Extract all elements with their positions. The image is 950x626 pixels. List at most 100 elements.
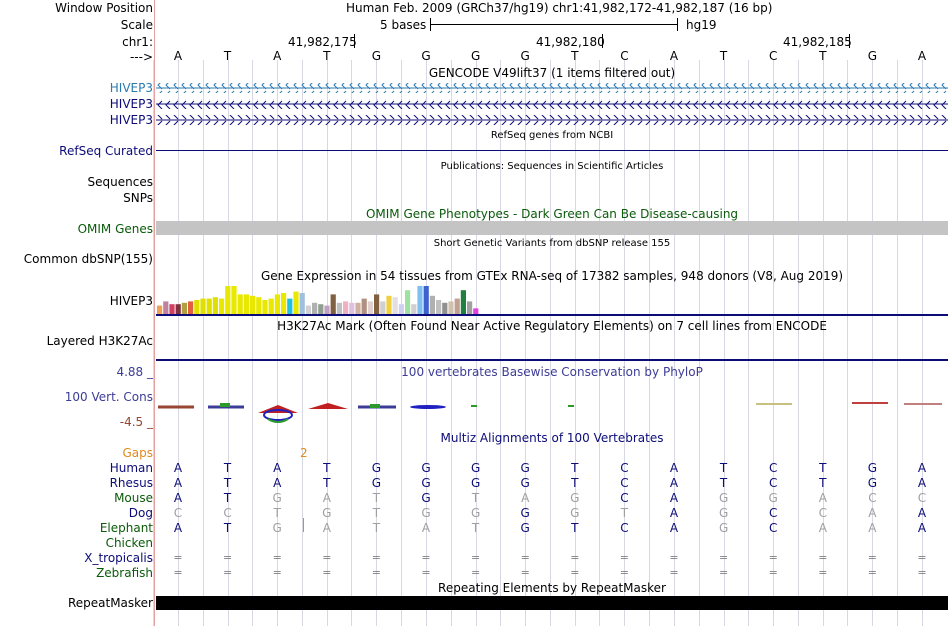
multiz-base: T xyxy=(620,506,629,520)
phylop-track-title[interactable]: 100 vertebrates Basewise Conservation by… xyxy=(401,365,703,379)
multiz-base: A xyxy=(173,521,183,535)
scale-label: Scale xyxy=(120,18,153,32)
multiz-base: T xyxy=(372,491,381,505)
multiz-track-title[interactable]: Multiz Alignments of 100 Vertebrates xyxy=(440,431,664,445)
multiz-base: = xyxy=(421,566,431,579)
multiz-base: T xyxy=(471,491,480,505)
multiz-species-label[interactable]: Elephant xyxy=(99,521,153,535)
repeatmasker-element-bar[interactable] xyxy=(156,596,948,610)
gtex-tissue-bar xyxy=(467,301,473,314)
multiz-base: G xyxy=(371,476,382,490)
multiz-base: T xyxy=(372,521,381,535)
multiz-base: A xyxy=(917,521,927,535)
base-letter: C xyxy=(768,49,778,63)
multiz-base: T xyxy=(719,461,728,475)
multiz-base: G xyxy=(470,506,481,520)
gtex-expression-bars[interactable] xyxy=(156,284,948,316)
gencode-transcripts[interactable] xyxy=(156,80,948,128)
phylop-marks xyxy=(158,402,942,423)
publications-track-title[interactable]: Publications: Sequences in Scientific Ar… xyxy=(440,161,664,172)
multiz-species-label[interactable]: Zebrafish xyxy=(96,566,153,580)
multiz-base: T xyxy=(223,521,232,535)
multiz-species-label[interactable]: Dog xyxy=(128,506,153,520)
gtex-label[interactable]: HIVEP3 xyxy=(109,294,153,308)
gencode-transcript-1[interactable] xyxy=(156,83,948,93)
base-letter: A xyxy=(173,49,183,63)
scale-bar-tick-left xyxy=(430,18,431,31)
multiz-insertion-marker xyxy=(303,518,304,532)
gtex-tissue-bar xyxy=(442,302,448,314)
multiz-base: = xyxy=(470,551,481,564)
base-letter: T xyxy=(223,49,232,63)
gencode-row-3-label[interactable]: HIVEP3 xyxy=(109,113,153,127)
gtex-tissue-bar xyxy=(367,301,373,314)
base-letter: T xyxy=(719,49,728,63)
gtex-tissue-bar xyxy=(386,295,392,314)
gtex-tissue-bar xyxy=(237,294,243,314)
gtex-tissue-bar xyxy=(293,291,299,314)
dbsnp-label[interactable]: Common dbSNP(155) xyxy=(23,252,153,266)
gencode-transcript-3[interactable] xyxy=(156,115,948,125)
gtex-tissue-bar xyxy=(349,302,355,314)
multiz-species-label[interactable]: Rhesus xyxy=(109,476,153,490)
multiz-base: A xyxy=(917,506,927,520)
multiz-species-label[interactable]: Human xyxy=(109,461,153,475)
multiz-base: G xyxy=(718,491,729,505)
multiz-base: = xyxy=(867,551,877,564)
multiz-base: G xyxy=(867,476,878,490)
multiz-base: G xyxy=(520,506,530,520)
publications-snps-label[interactable]: SNPs xyxy=(123,191,153,205)
repeatmasker-track-title[interactable]: Repeating Elements by RepeatMasker xyxy=(438,581,666,595)
refseq-label[interactable]: RefSeq Curated xyxy=(59,144,153,158)
multiz-base: G xyxy=(570,491,580,505)
pos-tick-1: 41,982,175 xyxy=(288,35,357,49)
publications-sequences-label[interactable]: Sequences xyxy=(87,175,153,189)
gencode-row-2-label[interactable]: HIVEP3 xyxy=(109,97,153,111)
multiz-species-label[interactable]: Chicken xyxy=(105,536,153,550)
multiz-base: C xyxy=(768,521,778,535)
gencode-track-title[interactable]: GENCODE V49lift37 (1 items filtered out) xyxy=(428,66,676,80)
omim-gene-bar[interactable] xyxy=(156,221,948,235)
multiz-base: = xyxy=(173,551,183,564)
base-letter: A xyxy=(917,49,927,63)
gencode-transcript-2[interactable] xyxy=(156,99,948,109)
multiz-base: A xyxy=(173,491,183,505)
strand-label: ---> xyxy=(129,50,153,64)
multiz-base: A xyxy=(322,521,331,535)
multiz-base: = xyxy=(619,551,629,564)
multiz-species-label[interactable]: Mouse xyxy=(114,491,153,505)
multiz-base: = xyxy=(768,566,778,579)
h3k27ac-track-title[interactable]: H3K27Ac Mark (Often Found Near Active Re… xyxy=(277,319,827,333)
multiz-base: = xyxy=(520,551,530,564)
dbsnp-track-title[interactable]: Short Genetic Variants from dbSNP releas… xyxy=(433,238,671,249)
h3k27ac-baseline xyxy=(156,359,948,361)
multiz-base: A xyxy=(173,461,183,475)
omim-label[interactable]: OMIM Genes xyxy=(77,222,153,236)
refseq-gene-line[interactable] xyxy=(156,150,948,151)
refseq-track-title[interactable]: RefSeq genes from NCBI xyxy=(490,130,614,141)
multiz-base: G xyxy=(520,521,530,535)
multiz-base: T xyxy=(223,491,232,505)
repeatmasker-label[interactable]: RepeatMasker xyxy=(67,596,153,610)
phylop-conservation-graph[interactable] xyxy=(156,395,948,427)
gtex-tissue-bar xyxy=(157,305,163,314)
multiz-base: A xyxy=(818,521,827,535)
omim-track-title[interactable]: OMIM Gene Phenotypes - Dark Green Can Be… xyxy=(365,207,739,221)
multiz-base: T xyxy=(372,506,381,520)
multiz-gaps-label[interactable]: Gaps xyxy=(122,446,153,460)
multiz-species-label[interactable]: X_tropicalis xyxy=(84,551,153,565)
gencode-row-1-label[interactable]: HIVEP3 xyxy=(109,81,153,95)
multiz-base: G xyxy=(272,491,282,505)
gtex-tissue-bar xyxy=(287,298,293,314)
gtex-tissue-bar xyxy=(281,293,287,314)
h3k27ac-label[interactable]: Layered H3K27Ac xyxy=(46,334,153,348)
phylop-label[interactable]: 100 Vert. Cons xyxy=(64,390,153,404)
multiz-base: = xyxy=(322,551,332,564)
multiz-base: C xyxy=(620,476,629,490)
gtex-tissue-bar xyxy=(163,301,169,314)
gtex-track-title[interactable]: Gene Expression in 54 tissues from GTEx … xyxy=(260,269,844,283)
multiz-base: A xyxy=(322,491,331,505)
multiz-base: = xyxy=(222,551,233,564)
multiz-base: T xyxy=(223,476,232,490)
multiz-base: C xyxy=(620,491,629,505)
